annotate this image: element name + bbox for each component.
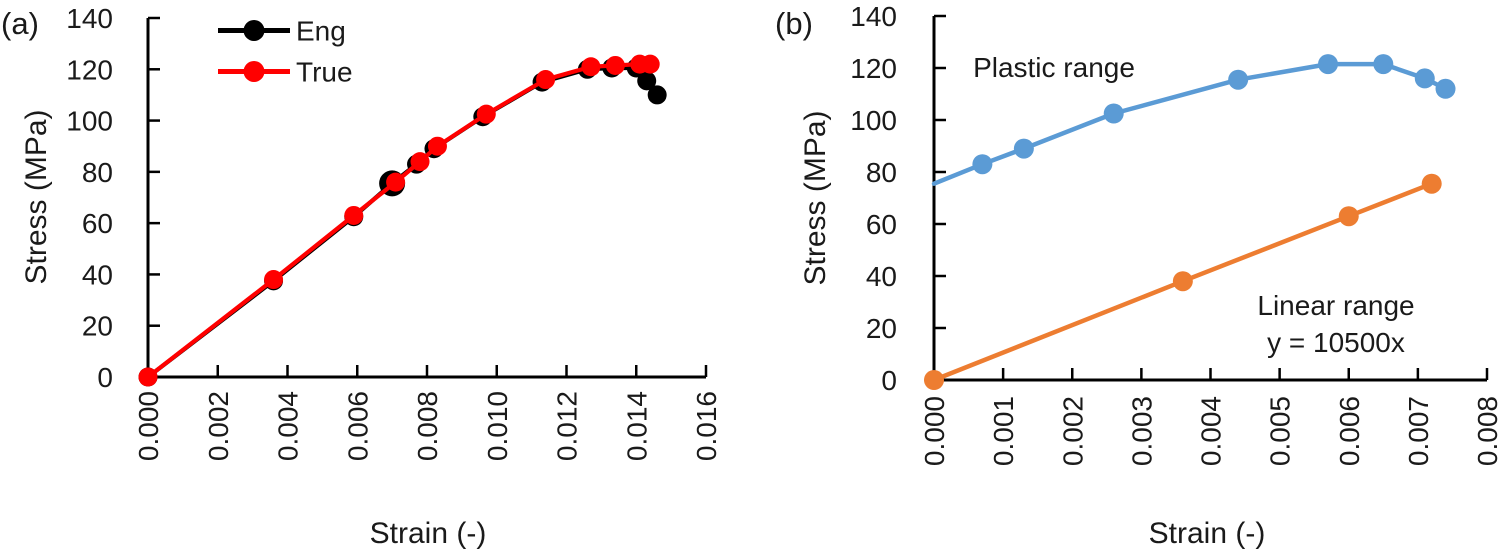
data-point-plastic-range [1318, 54, 1339, 75]
y-tick-label: 140 [850, 1, 897, 32]
legend-item: Eng [218, 16, 346, 47]
legend-item: True [218, 57, 353, 88]
data-point-eng [637, 71, 657, 91]
legend-marker-sample [243, 20, 265, 41]
legend-label-true: True [296, 57, 353, 88]
panel-label-b: (b) [775, 6, 813, 41]
data-point-plastic-range [1228, 69, 1249, 90]
chart-a-plot: 0.000 0.002 0.004 0.006 0.008 0.010 0.012 0.014… [66, 3, 722, 461]
data-point-eng [647, 85, 667, 105]
y-tick-label: 40 [82, 259, 113, 290]
y-tick-label: 120 [850, 53, 897, 84]
y-tick-label: 80 [866, 157, 897, 188]
data-point-true [476, 104, 496, 124]
x-tick-label: 0.014 [621, 391, 652, 461]
x-tick-label: 0.010 [482, 391, 513, 461]
y-tick-label: 0 [97, 362, 113, 393]
x-tick-label: 0.002 [203, 391, 234, 461]
series-line-eng [145, 65, 660, 380]
panel-label-a: (a) [1, 6, 39, 41]
chart-b-y-axis-title: Stress (MPa) [799, 110, 832, 285]
data-point-plastic-range [972, 154, 993, 175]
annotation-linear-range-equation: y = 10500x [1267, 327, 1405, 358]
data-point-plastic-range [1013, 138, 1034, 159]
data-point-true [427, 136, 447, 156]
chart-a-x-axis-title: Strain (-) [370, 517, 487, 550]
chart-b-plot: 0.000 0.001 0.002 0.003 0.004 0.005 0.006 0.007… [850, 1, 1503, 466]
data-point-true [410, 152, 430, 172]
x-tick-label: 0.002 [1057, 396, 1088, 466]
data-point-linear-range [924, 370, 944, 390]
x-tick-label: 0.005 [1265, 396, 1296, 466]
y-tick-label: 140 [66, 3, 113, 34]
x-tick-label: 0.007 [1403, 396, 1434, 466]
y-tick-label: 120 [66, 54, 113, 85]
x-tick-label: 0.006 [342, 391, 373, 461]
x-tick-label: 0.004 [1196, 396, 1227, 466]
data-point-linear-range [1338, 206, 1359, 227]
annotation-linear-range: Linear range [1257, 290, 1414, 321]
data-point-plastic-range [1435, 78, 1456, 99]
data-point-true [581, 57, 601, 77]
x-tick-label: 0.004 [273, 391, 304, 461]
data-point-plastic-range [1373, 54, 1394, 75]
y-tick-label: 100 [66, 106, 113, 137]
data-point-true [264, 270, 284, 290]
annotation-plastic-range: Plastic range [973, 52, 1135, 83]
series-line-linear-range [931, 181, 1434, 383]
x-tick-label: 0.003 [1126, 396, 1157, 466]
data-point-true [640, 54, 660, 74]
x-tick-label: 0.000 [133, 391, 164, 461]
x-tick-label: 0.012 [552, 391, 583, 461]
y-tick-label: 60 [866, 209, 897, 240]
chart-b-x-axis-title: Strain (-) [1149, 517, 1266, 550]
y-tick-label: 80 [82, 157, 113, 188]
data-point-linear-range [1172, 271, 1193, 292]
series-line-true [145, 62, 653, 380]
y-tick-label: 0 [881, 365, 897, 396]
data-point-plastic-range [1414, 68, 1435, 89]
data-point-true [138, 367, 158, 387]
chart-a-y-axis-title: Stress (MPa) [20, 109, 53, 284]
y-tick-label: 20 [82, 311, 113, 342]
x-tick-label: 0.016 [691, 391, 722, 461]
x-tick-label: 0.008 [1472, 396, 1503, 466]
y-tick-label: 20 [866, 313, 897, 344]
data-point-true [386, 172, 406, 192]
legend-label-eng: Eng [296, 16, 346, 47]
y-tick-label: 40 [866, 261, 897, 292]
x-tick-label: 0.001 [988, 396, 1019, 466]
data-point-plastic-range [1103, 103, 1124, 124]
x-tick-label: 0.006 [1334, 396, 1365, 466]
x-tick-label: 0.000 [919, 396, 950, 466]
y-tick-label: 60 [82, 208, 113, 239]
x-tick-label: 0.008 [412, 391, 443, 461]
data-point-linear-range [1421, 173, 1442, 194]
legend-marker-sample [243, 61, 265, 82]
legend: Eng True [218, 16, 353, 88]
data-point-true [605, 55, 625, 75]
y-tick-label: 100 [850, 105, 897, 136]
data-point-true [344, 205, 364, 225]
data-point-true [536, 70, 556, 90]
